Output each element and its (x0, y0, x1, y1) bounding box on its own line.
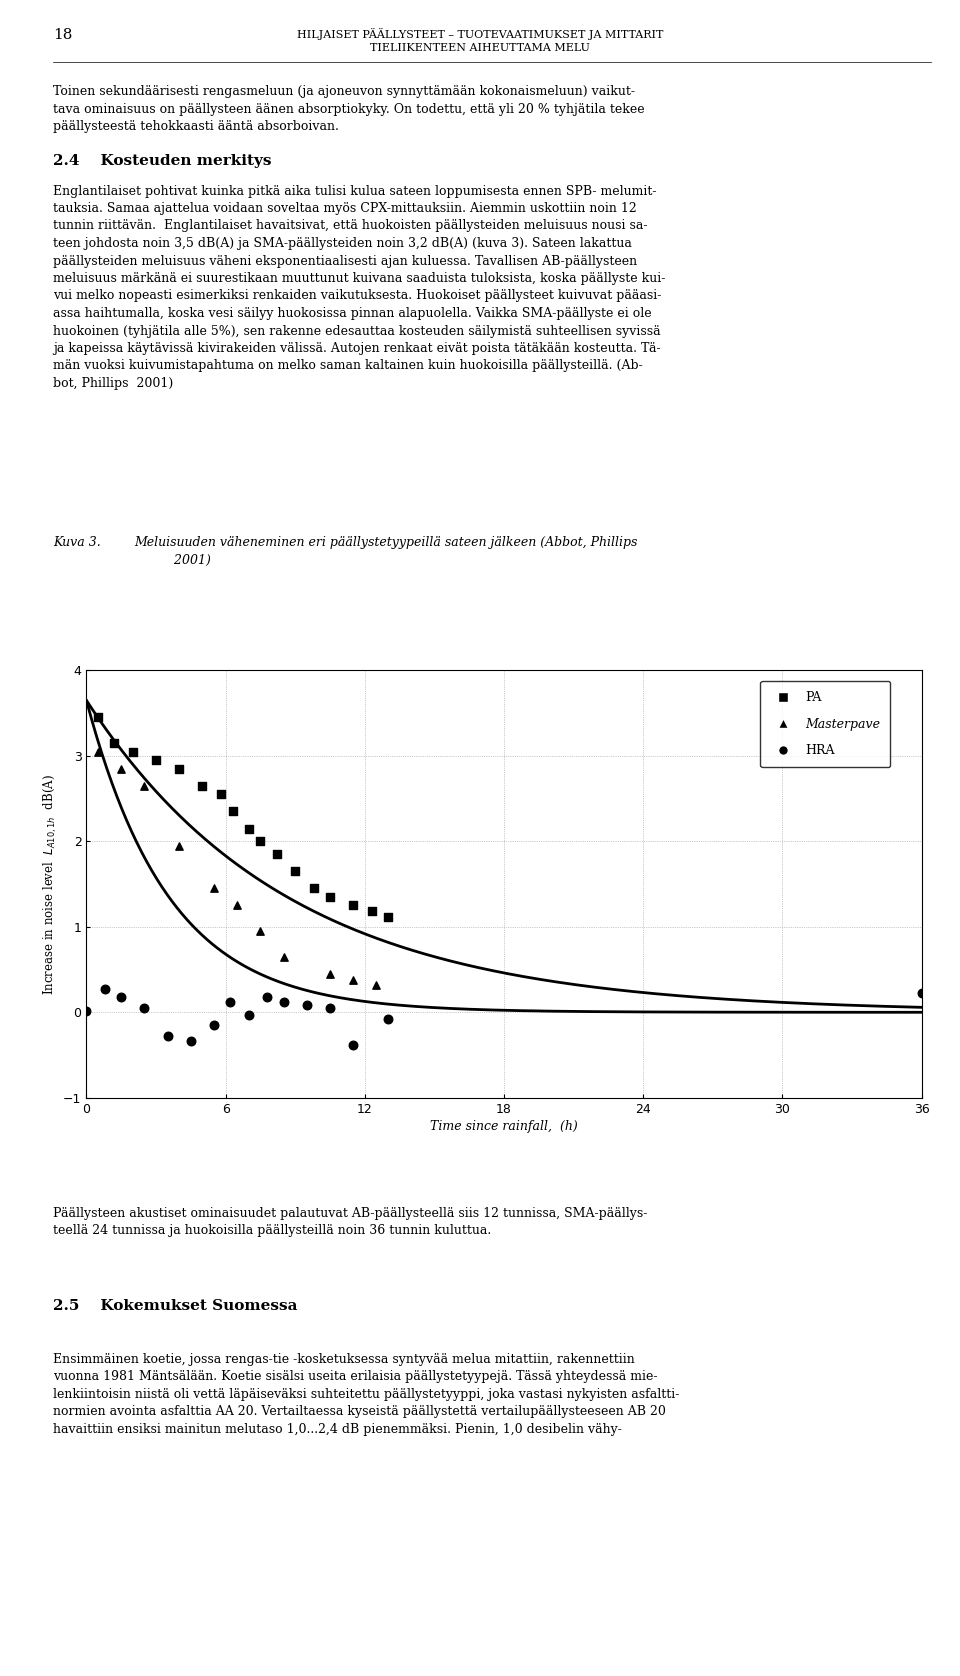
Text: Toinen sekundäärisesti rengasmeluun (ja ajoneuvon synnyttämään kokonaismeluun) v: Toinen sekundäärisesti rengasmeluun (ja … (53, 85, 644, 132)
Point (380, 903, 396, 930)
Point (136, 994, 152, 1021)
Y-axis label: Increase in noise level  $L_{A10,1h}$  dB(A): Increase in noise level $L_{A10,1h}$ dB(… (42, 774, 59, 994)
Point (148, 747, 163, 774)
Point (183, 1027, 199, 1054)
Point (306, 875, 322, 902)
Point (380, 1006, 396, 1032)
Point (914, 980, 929, 1007)
Point (113, 984, 129, 1011)
Point (241, 1002, 256, 1029)
Point (107, 729, 122, 756)
Point (346, 892, 361, 918)
Text: Kuva 3.: Kuva 3. (53, 536, 101, 550)
Text: Englantilaiset pohtivat kuinka pitkä aika tulisi kulua sateen loppumisesta ennen: Englantilaiset pohtivat kuinka pitkä aik… (53, 184, 665, 391)
Point (125, 737, 140, 764)
Point (160, 1022, 176, 1049)
Point (79, 997, 94, 1024)
Text: 2.5    Kokemukset Suomessa: 2.5 Kokemukset Suomessa (53, 1299, 298, 1312)
Point (225, 798, 240, 825)
Point (252, 828, 268, 855)
Point (206, 875, 222, 902)
Point (287, 858, 302, 885)
Point (241, 815, 256, 841)
Point (252, 918, 268, 945)
Text: HILJAISET PÄÄLLYSTEET – TUOTEVAATIMUKSET JA MITTARIT
TIELIIKENTEEN AIHEUTTAMA ME: HILJAISET PÄÄLLYSTEET – TUOTEVAATIMUKSET… (297, 28, 663, 54)
Point (172, 833, 187, 860)
Point (300, 992, 315, 1019)
Point (195, 773, 210, 799)
Text: Meluisuuden väheneminen eri päällystetyypeillä sateen jälkeen (Abbot, Phillips
 : Meluisuuden väheneminen eri päällystetyy… (134, 536, 637, 566)
Point (172, 756, 187, 783)
Point (323, 883, 338, 910)
Text: 18: 18 (53, 28, 72, 42)
Point (269, 841, 284, 868)
Point (276, 989, 291, 1016)
Point (90, 737, 106, 764)
Point (369, 972, 384, 999)
Text: 2.4    Kosteuden merkitys: 2.4 Kosteuden merkitys (53, 154, 272, 169)
Point (206, 1012, 222, 1039)
Point (346, 967, 361, 994)
Point (213, 781, 228, 808)
Text: Ensimmäinen koetie, jossa rengas-tie -kosketuksessa syntyvää melua mitattiin, ra: Ensimmäinen koetie, jossa rengas-tie -ko… (53, 1353, 679, 1436)
Point (113, 756, 129, 783)
Point (90, 704, 106, 731)
Point (259, 984, 275, 1011)
Point (97, 975, 112, 1002)
Text: Päällysteen akustiset ominaisuudet palautuvat AB-päällysteellä siis 12 tunnissa,: Päällysteen akustiset ominaisuudet palau… (53, 1207, 647, 1237)
Point (136, 773, 152, 799)
Point (323, 960, 338, 987)
Point (276, 944, 291, 970)
Point (323, 994, 338, 1021)
Point (346, 1031, 361, 1058)
X-axis label: Time since rainfall,  (h): Time since rainfall, (h) (430, 1120, 578, 1133)
Legend: PA, Masterpave, HRA: PA, Masterpave, HRA (760, 680, 890, 768)
Point (223, 989, 238, 1016)
Point (364, 898, 379, 925)
Point (229, 892, 245, 918)
